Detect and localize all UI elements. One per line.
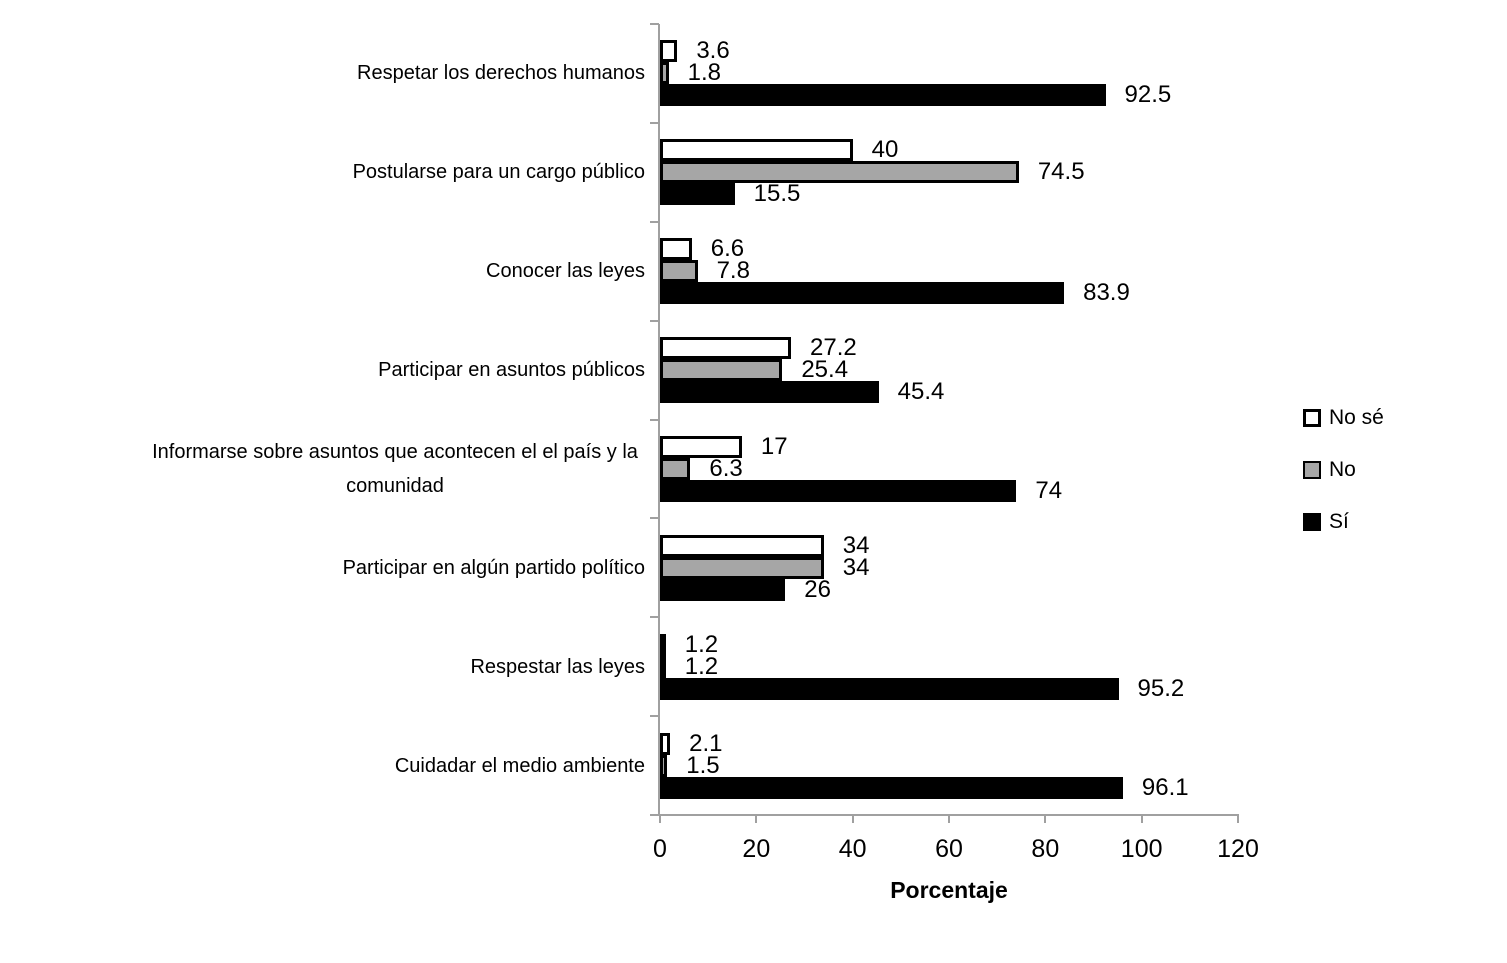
bar-value-label: 83.9 bbox=[1083, 279, 1130, 307]
bar-no-se bbox=[660, 534, 824, 557]
legend-item: No bbox=[1303, 458, 1384, 481]
category-label: Conocer las leyes bbox=[486, 260, 645, 283]
bar-value-label: 34 bbox=[842, 553, 870, 581]
bar-value-label: 1.2 bbox=[684, 652, 719, 680]
legend-label: No bbox=[1329, 457, 1356, 481]
y-axis-tick bbox=[650, 121, 659, 124]
bar-value-label: 15.5 bbox=[753, 180, 801, 208]
bar-no bbox=[660, 359, 783, 382]
y-axis-tick bbox=[650, 814, 659, 816]
bar-no-se bbox=[660, 337, 791, 360]
bar-value-label: 17 bbox=[760, 432, 788, 460]
bar-si bbox=[660, 183, 735, 206]
x-axis-title: Porcentaje bbox=[890, 877, 1008, 903]
legend-label: No sé bbox=[1329, 405, 1384, 429]
y-axis-tick bbox=[650, 418, 659, 421]
legend-item: No sé bbox=[1303, 406, 1384, 429]
bar-no bbox=[660, 655, 666, 678]
bar-no-se bbox=[660, 732, 671, 755]
x-tick-label: 60 bbox=[935, 835, 963, 863]
bar-value-label: 95.2 bbox=[1137, 674, 1185, 702]
bar-value-label: 7.8 bbox=[716, 257, 750, 285]
category-label: Cuidadar el medio ambiente bbox=[394, 754, 645, 777]
y-axis-tick bbox=[650, 517, 659, 520]
category-label: Postularse para un cargo público bbox=[352, 161, 645, 184]
bar-no bbox=[660, 62, 669, 85]
bar-value-label: 6.3 bbox=[709, 454, 743, 482]
bar-value-label: 1.2 bbox=[684, 630, 719, 658]
bar-value-label: 74 bbox=[1035, 476, 1063, 504]
y-axis-tick bbox=[650, 715, 659, 718]
y-axis-tick bbox=[650, 616, 659, 619]
bar-no-se bbox=[660, 435, 742, 458]
category-label: Respetar los derechos humanos bbox=[357, 62, 645, 85]
legend-item: Sí bbox=[1303, 510, 1384, 533]
x-tick-label: 0 bbox=[653, 835, 667, 863]
legend-label: Sí bbox=[1329, 509, 1349, 533]
category-label: Participar en algún partido político bbox=[342, 556, 645, 579]
bar-value-label: 34 bbox=[842, 531, 870, 559]
x-tick-label: 20 bbox=[742, 835, 771, 863]
bar-no-se bbox=[660, 40, 678, 63]
bar-no bbox=[660, 556, 824, 579]
legend-swatch-no-se bbox=[1303, 408, 1321, 427]
x-axis-tick bbox=[1140, 814, 1143, 823]
bar-si bbox=[660, 282, 1065, 305]
y-axis-tick bbox=[650, 220, 659, 223]
bar-value-label: 96.1 bbox=[1141, 773, 1189, 801]
y-axis-tick bbox=[650, 23, 659, 25]
x-axis-tick bbox=[948, 814, 950, 823]
bar-no bbox=[660, 754, 668, 777]
x-tick-label: 120 bbox=[1217, 835, 1259, 863]
x-axis-tick bbox=[659, 814, 661, 823]
bar-value-label: 40 bbox=[871, 136, 899, 164]
x-axis-tick bbox=[1237, 814, 1239, 823]
bar-no bbox=[660, 161, 1019, 184]
x-tick-label: 80 bbox=[1031, 835, 1060, 863]
bar-value-label: 6.6 bbox=[710, 235, 745, 263]
bar-value-label: 3.6 bbox=[696, 37, 730, 65]
bar-si bbox=[660, 776, 1123, 799]
bar-value-label: 74.5 bbox=[1037, 158, 1085, 186]
bar-no-se bbox=[660, 238, 692, 261]
bar-si bbox=[660, 479, 1017, 502]
bar-value-label: 92.5 bbox=[1124, 81, 1172, 109]
category-label: Participar en asuntos públicos bbox=[378, 359, 645, 382]
y-axis-tick bbox=[650, 319, 659, 322]
legend-swatch-no bbox=[1303, 460, 1321, 479]
x-tick-label: 40 bbox=[838, 835, 867, 863]
legend-swatch-si bbox=[1303, 512, 1321, 531]
bar-no bbox=[660, 260, 698, 283]
x-axis-tick bbox=[851, 814, 854, 823]
bar-si bbox=[660, 84, 1106, 107]
bar-value-label: 1.8 bbox=[687, 59, 722, 87]
bar-no-se bbox=[660, 633, 666, 656]
x-axis-tick bbox=[755, 814, 758, 823]
bar-si bbox=[660, 578, 786, 601]
bar-no-se bbox=[660, 139, 853, 162]
bar-value-label: 45.4 bbox=[897, 378, 945, 406]
legend: No sé No Sí bbox=[1303, 406, 1384, 533]
bar-no bbox=[660, 457, 691, 480]
bar-value-label: 2.1 bbox=[689, 729, 723, 757]
category-label: Informarse sobre asuntos que acontecen e… bbox=[152, 440, 638, 497]
bar-si bbox=[660, 381, 879, 404]
category-label: Respestar las leyes bbox=[470, 655, 645, 678]
y-axis-line bbox=[658, 24, 660, 816]
x-axis-tick bbox=[1044, 814, 1047, 823]
bar-value-label: 25.4 bbox=[801, 356, 849, 384]
bar-value-label: 27.2 bbox=[810, 334, 857, 362]
x-tick-label: 100 bbox=[1120, 835, 1163, 863]
bar-value-label: 1.5 bbox=[686, 751, 720, 779]
bar-si bbox=[660, 677, 1119, 700]
bar-value-label: 26 bbox=[804, 575, 831, 603]
